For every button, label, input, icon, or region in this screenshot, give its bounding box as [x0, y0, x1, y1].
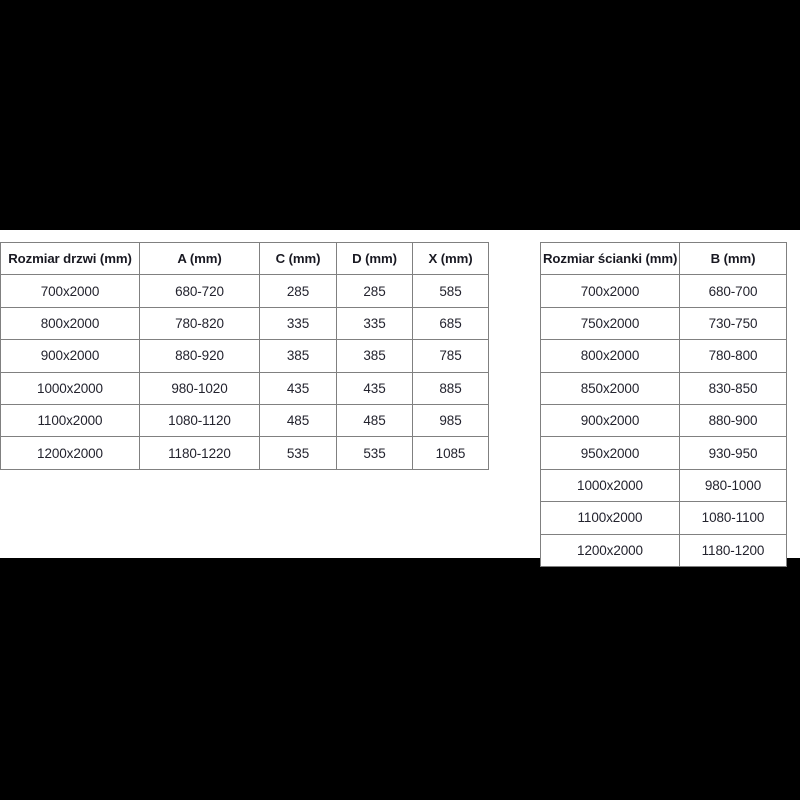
cell-b: 1080-1100 — [679, 501, 787, 535]
wall-panel-size-table: Rozmiar ścianki (mm) B (mm) 700x2000 680… — [540, 241, 787, 567]
wall-table-body: 700x2000 680-700 750x2000 730-750 800x20… — [540, 274, 787, 567]
cell-d: 385 — [336, 339, 413, 373]
cell-wall-size: 1200x2000 — [540, 533, 680, 567]
table-row: 1000x2000 980-1020 435 435 885 — [0, 371, 489, 405]
cell-x: 685 — [412, 306, 489, 341]
table-row: 900x2000 880-920 385 385 785 — [0, 339, 489, 373]
wall-table-header: Rozmiar ścianki (mm) B (mm) — [540, 241, 787, 276]
cell-x: 1085 — [412, 436, 489, 470]
cell-door-size: 1200x2000 — [0, 436, 140, 470]
table-row: 1000x2000 980-1000 — [540, 468, 787, 503]
cell-a: 1080-1120 — [139, 403, 260, 438]
cell-x: 985 — [412, 403, 489, 438]
cell-door-size: 1000x2000 — [0, 371, 140, 405]
cell-a: 780-820 — [139, 306, 260, 341]
cell-wall-size: 750x2000 — [540, 306, 680, 341]
cell-b: 880-900 — [679, 403, 787, 438]
cell-d: 535 — [336, 436, 413, 470]
cell-wall-size: 950x2000 — [540, 436, 680, 470]
cell-a: 680-720 — [139, 274, 260, 308]
column-header-b: B (mm) — [679, 241, 787, 276]
table-row: 900x2000 880-900 — [540, 403, 787, 438]
cell-x: 785 — [412, 339, 489, 373]
cell-door-size: 700x2000 — [0, 274, 140, 308]
door-size-table: Rozmiar drzwi (mm) A (mm) C (mm) D (mm) … — [0, 241, 489, 470]
table-row: 800x2000 780-820 335 335 685 — [0, 306, 489, 341]
column-header-d: D (mm) — [336, 241, 413, 276]
column-header-a: A (mm) — [139, 241, 260, 276]
table-row: 800x2000 780-800 — [540, 339, 787, 373]
cell-wall-size: 1000x2000 — [540, 468, 680, 503]
cell-a: 1180-1220 — [139, 436, 260, 470]
cell-c: 485 — [259, 403, 337, 438]
table-row: 1200x2000 1180-1200 — [540, 533, 787, 567]
table-row: 1200x2000 1180-1220 535 535 1085 — [0, 436, 489, 470]
cell-x: 885 — [412, 371, 489, 405]
table-header-row: Rozmiar drzwi (mm) A (mm) C (mm) D (mm) … — [0, 241, 489, 276]
cell-d: 435 — [336, 371, 413, 405]
cell-door-size: 900x2000 — [0, 339, 140, 373]
cell-door-size: 800x2000 — [0, 306, 140, 341]
cell-c: 535 — [259, 436, 337, 470]
column-header-c: C (mm) — [259, 241, 337, 276]
table-header-row: Rozmiar ścianki (mm) B (mm) — [540, 241, 787, 276]
cell-door-size: 1100x2000 — [0, 403, 140, 438]
cell-b: 780-800 — [679, 339, 787, 373]
cell-wall-size: 900x2000 — [540, 403, 680, 438]
cell-a: 880-920 — [139, 339, 260, 373]
cell-b: 730-750 — [679, 306, 787, 341]
cell-b: 930-950 — [679, 436, 787, 470]
column-header-door-size: Rozmiar drzwi (mm) — [0, 241, 140, 276]
cell-b: 830-850 — [679, 371, 787, 405]
cell-wall-size: 850x2000 — [540, 371, 680, 405]
table-row: 750x2000 730-750 — [540, 306, 787, 341]
cell-b: 980-1000 — [679, 468, 787, 503]
table-row: 850x2000 830-850 — [540, 371, 787, 405]
cell-a: 980-1020 — [139, 371, 260, 405]
cell-d: 285 — [336, 274, 413, 308]
cell-x: 585 — [412, 274, 489, 308]
door-table-header: Rozmiar drzwi (mm) A (mm) C (mm) D (mm) … — [0, 241, 489, 276]
cell-d: 335 — [336, 306, 413, 341]
table-row: 700x2000 680-720 285 285 585 — [0, 274, 489, 308]
door-table-body: 700x2000 680-720 285 285 585 800x2000 78… — [0, 274, 489, 470]
cell-b: 1180-1200 — [679, 533, 787, 567]
cell-c: 435 — [259, 371, 337, 405]
table-row: 700x2000 680-700 — [540, 274, 787, 308]
cell-c: 385 — [259, 339, 337, 373]
cell-wall-size: 800x2000 — [540, 339, 680, 373]
cell-wall-size: 1100x2000 — [540, 501, 680, 535]
cell-b: 680-700 — [679, 274, 787, 308]
cell-c: 285 — [259, 274, 337, 308]
cell-c: 335 — [259, 306, 337, 341]
table-row: 1100x2000 1080-1120 485 485 985 — [0, 403, 489, 438]
column-header-x: X (mm) — [412, 241, 489, 276]
table-row: 950x2000 930-950 — [540, 436, 787, 470]
cell-wall-size: 700x2000 — [540, 274, 680, 308]
column-header-wall-size: Rozmiar ścianki (mm) — [540, 241, 680, 276]
table-row: 1100x2000 1080-1100 — [540, 501, 787, 535]
cell-d: 485 — [336, 403, 413, 438]
